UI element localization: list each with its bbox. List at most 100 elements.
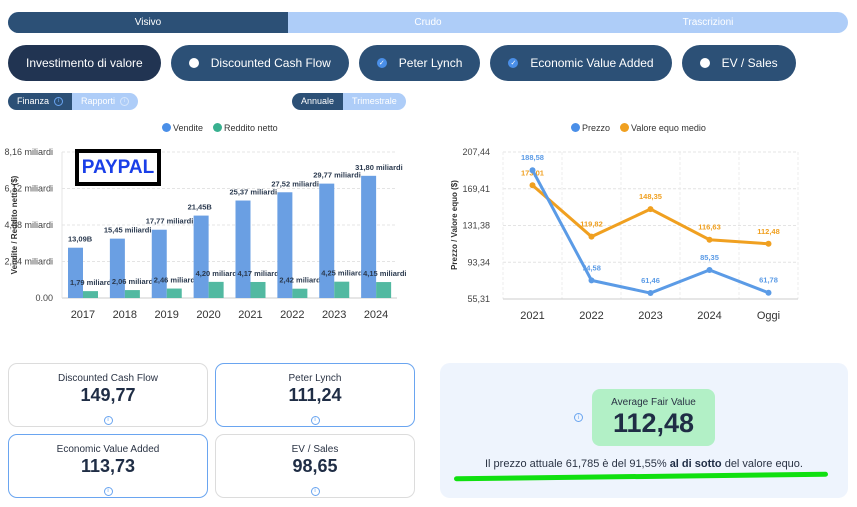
bar-vendite: [277, 192, 293, 298]
summary-post: del valore equo.: [721, 458, 803, 470]
y-tick-label: 2,04 miliardi: [4, 257, 53, 267]
point-valore-equo: [647, 206, 654, 213]
x-tick-label: 2021: [238, 309, 262, 321]
info-icon[interactable]: i: [574, 413, 583, 422]
card-title: EV / Sales: [291, 444, 339, 455]
card-title: Peter Lynch: [288, 373, 342, 384]
checked-icon[interactable]: ✓: [376, 58, 387, 68]
info-icon[interactable]: i: [120, 97, 130, 106]
summary-pre: Il prezzo attuale 61,785 è del 91,55%: [485, 458, 670, 470]
bar-label-reddito: 2,06 miliardi: [112, 277, 155, 286]
annuale-tab[interactable]: Annuale: [292, 93, 344, 110]
ev-sales-card: EV / Sales 98,65 i: [215, 434, 415, 498]
legend-item-prezzo[interactable]: Prezzo: [571, 123, 610, 133]
point-prezzo: [588, 277, 595, 284]
y-axis-title: Vendite / Reddito netto ($): [10, 175, 19, 274]
tab-trascrizioni[interactable]: Trascrizioni: [682, 17, 734, 28]
y-tick-label: 0.00: [35, 293, 53, 303]
y-tick-label: 131,38: [462, 221, 490, 231]
bar-label-vendite: 15,45 miliardi: [104, 226, 152, 235]
x-tick-label: 2019: [154, 309, 178, 321]
dcf-toggle-button[interactable]: Discounted Cash Flow: [170, 45, 349, 81]
point-valore-equo: [529, 182, 536, 189]
legend-label: Prezzo: [582, 123, 611, 133]
label-prezzo: 74,58: [582, 263, 601, 272]
y-tick-label: 93,34: [467, 257, 490, 267]
info-icon[interactable]: i: [103, 486, 113, 496]
eva-toggle-button[interactable]: ✓ Economic Value Added: [490, 45, 672, 81]
point-prezzo: [647, 290, 654, 297]
bar-vendite: [193, 215, 209, 298]
bar-label-vendite: 29,77 miliardi: [313, 171, 361, 180]
label-valore-equo: 112,48: [757, 227, 780, 236]
price-fair-value-line-chart: 207,44 169,41 131,38 93,34 55,31 Prezzo / Val…: [450, 147, 799, 322]
info-icon[interactable]: i: [310, 486, 320, 496]
card-value: 149,77: [80, 385, 136, 405]
point-prezzo: [706, 266, 713, 273]
info-icon[interactable]: i: [103, 415, 113, 425]
dcf-card: Discounted Cash Flow 149,77 i: [8, 363, 208, 427]
bar-label-vendite: 17,77 miliardi: [146, 217, 194, 226]
finanza-tab[interactable]: Finanza i: [8, 93, 73, 110]
label-valore-equo: 148,35: [639, 192, 662, 201]
bar-label-reddito: 2,42 miliardi: [279, 276, 322, 285]
value-investing-button[interactable]: Investimento di valore: [8, 45, 161, 81]
bar-reddito-netto: [376, 282, 392, 298]
line-chart-legend: Prezzo Valore equo medio: [571, 123, 706, 133]
unchecked-icon[interactable]: [699, 58, 710, 68]
legend-item-reddito[interactable]: Reddito netto: [213, 123, 278, 133]
legend-item-vendite[interactable]: Vendite: [162, 123, 203, 133]
bar-vendite: [235, 200, 251, 298]
x-tick-label: 2020: [196, 309, 220, 321]
rapporti-tab[interactable]: Rapporti i: [72, 93, 139, 110]
legend-label: Reddito netto: [224, 123, 278, 133]
unchecked-icon[interactable]: [188, 58, 199, 68]
x-tick-label: 2024: [697, 310, 721, 322]
bar-label-reddito: 4,17 miliardi: [238, 269, 281, 278]
bar-reddito-netto: [292, 288, 308, 298]
peter-lynch-card: Peter Lynch 111,24 i: [215, 363, 415, 427]
card-title: Economic Value Added: [56, 444, 160, 455]
y-tick-label: 55,31: [467, 294, 490, 304]
point-valore-equo: [588, 233, 595, 240]
legend-label: Valore equo medio: [631, 123, 706, 133]
company-logo: PAYPAL: [75, 149, 161, 186]
bar-label-reddito: 4,15 miliardi: [363, 269, 406, 278]
legend-item-valore[interactable]: Valore equo medio: [620, 123, 706, 133]
peter-lynch-toggle-button[interactable]: ✓ Peter Lynch: [358, 45, 481, 81]
bar-label-vendite: 13,09B: [68, 235, 93, 244]
bar-label-vendite: 25,37 miliardi: [230, 188, 278, 197]
tab-visivo[interactable]: Visivo: [8, 12, 288, 33]
bar-label-vendite: 27,52 miliardi: [271, 179, 319, 188]
bar-reddito-netto: [334, 281, 350, 298]
bar-label-reddito: 4,25 miliardi: [321, 269, 364, 278]
legend-dot: [571, 123, 580, 132]
bar-vendite: [68, 247, 83, 298]
x-tick-label: 2022: [579, 310, 603, 322]
label-prezzo: 85,35: [700, 253, 719, 262]
label-prezzo: 188,58: [521, 153, 544, 162]
y-axis-title: Prezzo / Valore equo ($): [450, 180, 459, 270]
checked-icon[interactable]: ✓: [508, 58, 519, 68]
info-icon[interactable]: i: [310, 415, 320, 425]
afv-value: 112,48: [612, 408, 695, 438]
view-tabs: Visivo Crudo Trascrizioni: [8, 12, 848, 33]
legend-label: Vendite: [173, 123, 204, 133]
ev-sales-toggle-button[interactable]: EV / Sales: [681, 45, 796, 81]
point-valore-equo: [706, 236, 713, 243]
label-valore-equo: 116,63: [698, 223, 721, 232]
rapporti-label: Rapporti: [81, 96, 116, 106]
afv-title: Average Fair Value: [611, 397, 696, 408]
tab-crudo[interactable]: Crudo: [414, 17, 442, 28]
finanza-label: Finanza: [17, 96, 50, 106]
label-prezzo: 61,46: [641, 276, 660, 285]
eva-label: Economic Value Added: [530, 56, 654, 70]
trimestrale-tab[interactable]: Trimestrale: [343, 93, 406, 110]
bar-label-reddito: 2,46 miliardi: [154, 276, 197, 285]
x-tick-label: 2023: [322, 309, 346, 321]
bar-reddito-netto: [208, 281, 224, 298]
x-tick-label: 2024: [364, 309, 388, 321]
x-tick-label: 2023: [638, 310, 662, 322]
legend-dot: [213, 123, 223, 132]
info-icon[interactable]: i: [54, 97, 64, 106]
